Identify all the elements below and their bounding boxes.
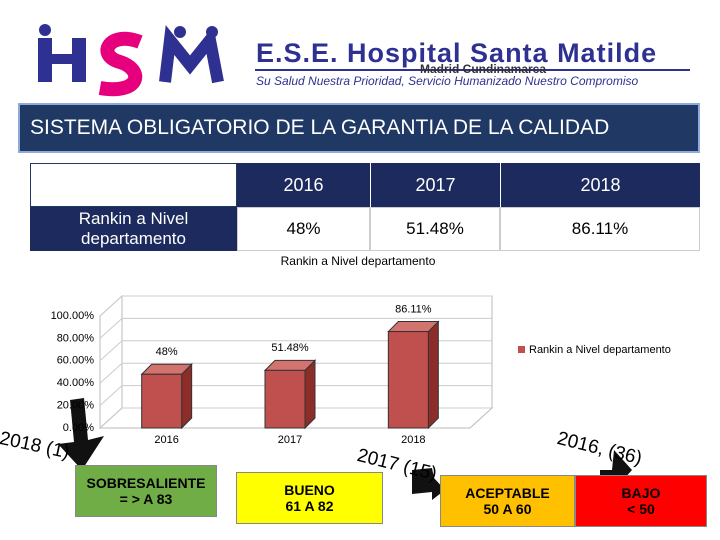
table-cell: 86.11% [500,207,700,251]
level-range: 50 A 60 [483,501,532,517]
x-tick-label: 2016 [154,434,178,446]
grid-line [99,407,492,429]
grid-line [99,340,492,362]
level-range: = > A 83 [119,491,173,507]
level-box: SOBRESALIENTE = > A 83 [75,465,217,517]
legend-label: Rankin a Nivel departamento [529,344,671,356]
y-tick-label: 40.00% [57,377,95,389]
value-label: 48% [156,346,178,358]
bar [264,369,306,429]
x-tick-label: 2017 [278,434,302,446]
banner: SISTEMA OBLIGATORIO DE LA GARANTIA DE LA… [18,103,700,153]
chart-title: Rankin a Nivel departamento [281,254,436,268]
grid-line [99,385,492,406]
table-header: 2017 [370,163,500,207]
y-tick-label: 80.00% [57,332,95,344]
x-tick-label: 2018 [401,434,425,446]
level-box: BUENO 61 A 82 [236,472,383,524]
table-header: 2018 [500,163,700,207]
grid-line [99,362,492,384]
value-label: 51.48% [271,342,309,354]
value-label: 86.11% [395,303,432,315]
org-name: E.S.E. Hospital Santa Matilde [256,38,658,68]
y-tick-label: 0.00% [63,422,94,434]
level-name: BUENO [284,482,335,498]
grid-line [99,295,492,317]
grid-line [99,317,492,339]
y-tick-label: 100.00% [51,310,95,322]
level-range: 61 A 82 [285,498,334,514]
table-row-header: Rankin a Nivel departamento [30,207,237,251]
logo [38,24,224,97]
bar-side [427,320,439,430]
level-name: BAJO [621,485,661,501]
table-cell: 48% [237,207,370,251]
motto: Su Salud Nuestra Prioridad, Servicio Hum… [256,74,639,88]
table-cell: 51.48% [370,207,500,251]
y-tick-label: 20.00% [57,400,95,412]
y-tick-label: 60.00% [57,355,95,367]
side-wall [99,294,123,430]
legend-swatch [518,346,525,353]
level-name: SOBRESALIENTE [86,475,206,491]
level-box: BAJO < 50 [575,475,707,527]
arrows [58,398,632,500]
table-cell [30,163,237,207]
chart: Rankin a Nivel departamento 0.00% 20.00% 40… [51,254,671,446]
level-box: ACEPTABLE 50 A 60 [440,475,575,527]
bar-side [181,363,193,430]
bar-side [304,359,316,430]
level-range: < 50 [627,501,655,517]
level-name: ACEPTABLE [465,485,550,501]
place: Madrid Cundinamarca [420,62,547,76]
bar [387,331,429,429]
bar [141,373,183,429]
table-header: 2016 [237,163,370,207]
